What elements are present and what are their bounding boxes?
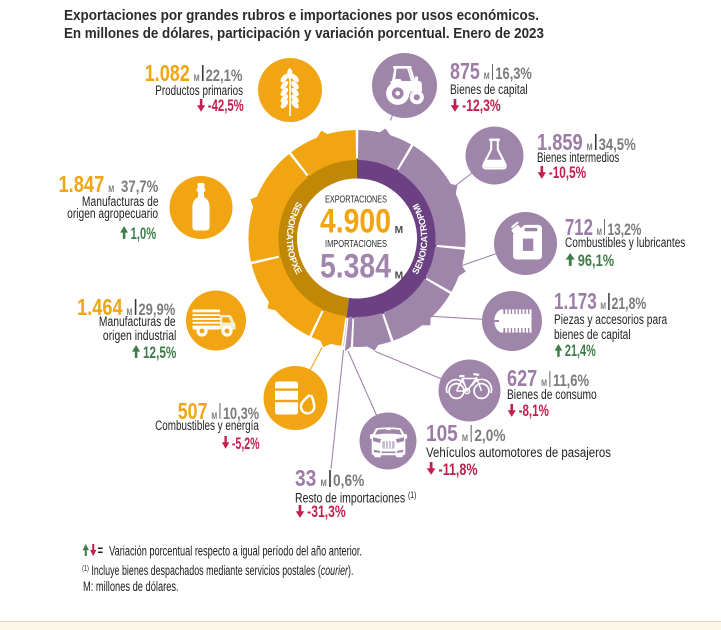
svg-text:5.384: 5.384 [320, 248, 391, 286]
svg-text:O: O [286, 250, 297, 259]
svg-text:E: E [413, 261, 425, 271]
svg-text:R: R [285, 244, 296, 252]
svg-text:X: X [290, 261, 302, 271]
svg-text:T: T [419, 230, 429, 237]
svg-text:M: M [395, 270, 404, 281]
svg-text:S: S [410, 266, 422, 276]
svg-text:O: O [417, 249, 428, 258]
svg-text:S: S [293, 200, 305, 210]
svg-text:P: P [288, 256, 299, 265]
svg-text:M: M [395, 225, 404, 236]
svg-text:EXPORTACIONES: EXPORTACIONES [325, 195, 387, 206]
svg-text:A: A [419, 235, 429, 242]
svg-text:4.900: 4.900 [320, 202, 391, 240]
svg-text:R: R [418, 223, 429, 231]
svg-text:E: E [290, 206, 302, 216]
svg-text:N: N [415, 255, 427, 264]
svg-text:I: I [286, 225, 296, 229]
svg-text:I: I [418, 247, 428, 251]
svg-text:M: M [412, 204, 424, 215]
svg-text:C: C [419, 241, 430, 249]
svg-text:E: E [292, 266, 304, 276]
svg-text:IMPORTACIONES: IMPORTACIONES [325, 239, 387, 250]
svg-text:C: C [285, 227, 296, 235]
svg-text:O: O [416, 217, 427, 226]
svg-text:O: O [286, 218, 297, 227]
svg-text:A: A [285, 233, 295, 240]
svg-text:P: P [415, 211, 426, 220]
svg-text:T: T [285, 239, 295, 246]
svg-text:N: N [288, 211, 300, 221]
svg-text:I: I [411, 202, 421, 209]
